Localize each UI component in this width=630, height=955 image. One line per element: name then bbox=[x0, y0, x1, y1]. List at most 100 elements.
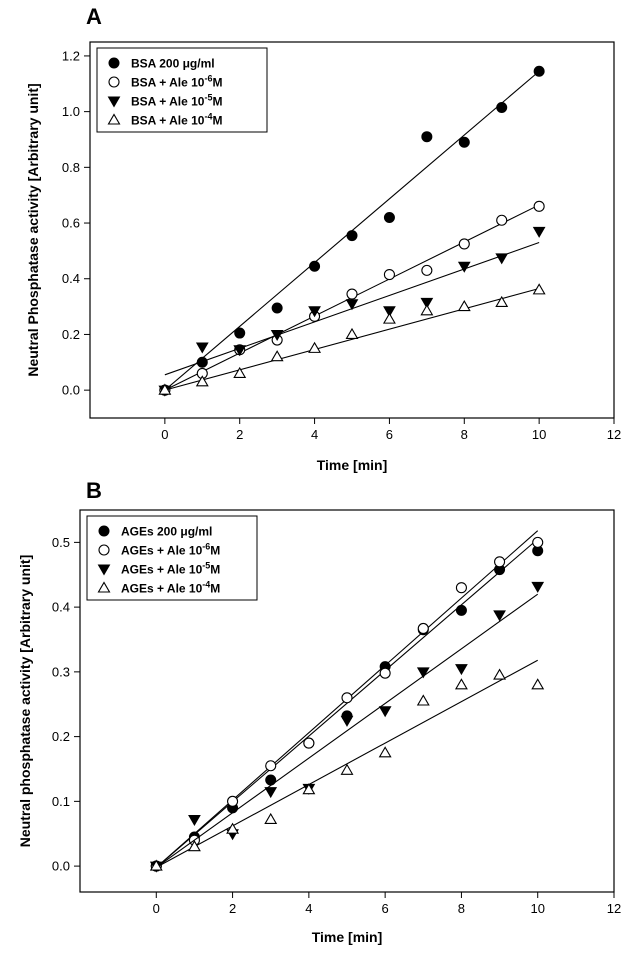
legend-unit: M bbox=[213, 76, 223, 90]
data-point bbox=[495, 295, 509, 307]
data-point bbox=[421, 131, 433, 143]
x-tick-label: 0 bbox=[153, 901, 160, 916]
data-point bbox=[188, 814, 201, 826]
data-point bbox=[416, 694, 430, 706]
x-tick-label: 10 bbox=[532, 427, 546, 442]
data-point bbox=[264, 812, 278, 825]
data-point bbox=[496, 214, 508, 226]
data-point bbox=[234, 327, 246, 339]
legend-exponent: -4 bbox=[202, 580, 210, 590]
legend-marker bbox=[98, 525, 110, 537]
data-point bbox=[270, 329, 284, 341]
data-point bbox=[383, 269, 395, 281]
series-3 bbox=[158, 226, 546, 397]
series-3 bbox=[149, 581, 545, 873]
data-point bbox=[195, 375, 209, 387]
legend-entry: BSA + Ale 10-6M bbox=[131, 74, 223, 90]
data-point bbox=[496, 101, 508, 113]
data-point bbox=[270, 350, 284, 362]
data-point bbox=[494, 556, 506, 568]
data-point bbox=[493, 610, 506, 622]
data-point bbox=[233, 366, 247, 378]
data-point bbox=[379, 667, 391, 679]
y-tick-label: 0.4 bbox=[52, 600, 70, 615]
data-point bbox=[309, 260, 321, 272]
data-point bbox=[532, 283, 546, 295]
data-point bbox=[302, 783, 316, 795]
data-point bbox=[308, 306, 321, 318]
legend-marker bbox=[108, 76, 120, 88]
x-tick-label: 6 bbox=[382, 901, 389, 916]
x-tick-label: 10 bbox=[530, 901, 544, 916]
legend-marker bbox=[98, 544, 110, 556]
legend-marker bbox=[107, 113, 121, 125]
x-axis-label: Time [min] bbox=[312, 929, 383, 945]
y-tick-label: 0.1 bbox=[52, 794, 70, 809]
legend: AGEs 200 μg/ml AGEs + Ale 10-6M AGEs + Ale… bbox=[86, 515, 258, 601]
data-point bbox=[227, 795, 239, 807]
data-point bbox=[382, 312, 396, 324]
data-point bbox=[421, 264, 433, 276]
data-point bbox=[455, 582, 467, 594]
y-axis-label: Neutral phosphatase activity [Arbitrary … bbox=[17, 555, 33, 848]
data-point bbox=[533, 65, 545, 77]
x-tick-label: 8 bbox=[458, 901, 465, 916]
x-tick-label: 4 bbox=[305, 901, 312, 916]
data-point bbox=[378, 706, 392, 718]
data-point bbox=[455, 664, 468, 676]
data-point bbox=[346, 230, 358, 242]
y-tick-label: 0.0 bbox=[62, 383, 80, 398]
data-point bbox=[383, 306, 396, 318]
legend-entry: AGEs + Ale 10-6M bbox=[121, 542, 220, 558]
legend-exponent: -6 bbox=[204, 74, 212, 84]
data-point bbox=[233, 345, 247, 357]
legend-marker bbox=[108, 57, 120, 69]
data-point bbox=[531, 581, 545, 593]
legend-unit: M bbox=[213, 114, 223, 128]
x-tick-label: 2 bbox=[236, 427, 243, 442]
legend-entry: AGEs + Ale 10-4M bbox=[121, 580, 220, 596]
legend-box bbox=[96, 47, 268, 133]
data-point bbox=[532, 536, 544, 548]
data-point bbox=[340, 763, 354, 775]
x-tick-label: 6 bbox=[386, 427, 393, 442]
y-tick-label: 1.2 bbox=[62, 48, 80, 63]
series-4 bbox=[149, 659, 545, 871]
data-point bbox=[458, 136, 470, 148]
y-tick-label: 1.0 bbox=[62, 104, 80, 119]
data-point bbox=[455, 604, 467, 616]
data-point bbox=[420, 304, 434, 316]
legend-unit: M bbox=[210, 544, 220, 558]
chart-panel-a: A 0 2 4 6 8 10 12 0.0 0.2 0.4 0.6 0.8 1.0 1.2 Time [min… bbox=[25, 4, 621, 473]
legend-exponent: -4 bbox=[204, 112, 212, 122]
y-tick-label: 0.6 bbox=[62, 216, 80, 231]
data-point bbox=[457, 299, 471, 312]
x-tick-label: 0 bbox=[161, 427, 168, 442]
legend-entry: AGEs + Ale 10-5M bbox=[121, 561, 220, 577]
legend-marker bbox=[107, 96, 121, 108]
x-axis-label: Time [min] bbox=[317, 457, 388, 473]
x-tick-label: 4 bbox=[311, 427, 318, 442]
data-point bbox=[345, 299, 359, 311]
legend-exponent: -5 bbox=[204, 93, 212, 103]
legend-marker bbox=[97, 581, 111, 593]
data-point bbox=[341, 692, 353, 704]
x-tick-label: 12 bbox=[607, 901, 621, 916]
legend-box bbox=[86, 515, 258, 601]
panel-letter: B bbox=[86, 478, 102, 503]
legend-marker bbox=[97, 564, 111, 576]
legend-entry: AGEs 200 μg/ml bbox=[121, 525, 212, 539]
y-tick-label: 0.2 bbox=[62, 327, 80, 342]
data-point bbox=[158, 383, 172, 395]
chart-panel-b: B 0 2 4 6 8 10 12 0.0 0.1 0.2 0.3 0.4 0.5 Time [min] Ne… bbox=[17, 478, 621, 945]
panel-letter: A bbox=[86, 4, 102, 29]
y-tick-label: 0.0 bbox=[52, 859, 70, 874]
plot-frame bbox=[89, 41, 615, 419]
fit-line bbox=[164, 287, 540, 391]
legend-entry: BSA + Ale 10-5M bbox=[131, 93, 223, 109]
legend-entry: BSA 200 μg/ml bbox=[131, 57, 215, 71]
x-tick-label: 2 bbox=[229, 901, 236, 916]
y-tick-label: 0.8 bbox=[62, 160, 80, 175]
data-point bbox=[531, 678, 545, 690]
